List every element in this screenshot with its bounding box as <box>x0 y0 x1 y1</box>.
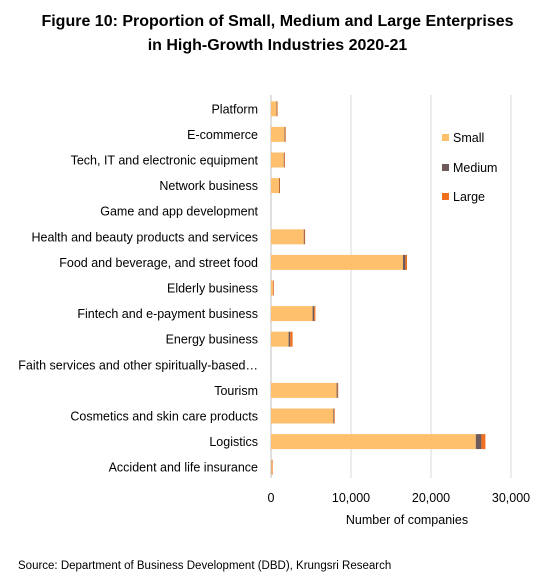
x-tick-labels: 0 10,000 20,000 30,000 <box>268 491 531 505</box>
legend-label-large: Large <box>453 190 485 204</box>
x-tick-label: 20,000 <box>412 491 450 505</box>
bar-segment-small <box>271 306 313 322</box>
bar-segment-large <box>277 101 278 117</box>
bar-segment-large <box>290 331 293 347</box>
category-label: Logistics <box>209 435 258 449</box>
chart-title-line-2: in High-Growth Industries 2020-21 <box>147 37 408 54</box>
bar-segment-small <box>271 126 285 142</box>
legend-swatch-small <box>442 134 449 141</box>
bar-segment-small <box>271 331 289 347</box>
bar-segment-medium <box>276 101 278 117</box>
bar-segment-small <box>271 280 273 296</box>
chart-title: Figure 10: Proportion of Small, Medium a… <box>0 10 555 58</box>
chart-title-line-1: Figure 10: Proportion of Small, Medium a… <box>41 13 514 30</box>
bar-segment-medium <box>284 126 286 142</box>
bar-segment-small <box>271 178 279 194</box>
bar-segment-small <box>271 434 476 450</box>
bar-segment-small <box>271 152 284 168</box>
x-tick-label: 10,000 <box>332 491 370 505</box>
bar-segment-large <box>279 178 280 194</box>
bar-segment-large <box>284 152 285 168</box>
bar-segment-large <box>271 459 273 475</box>
bar-segment-large <box>337 382 339 398</box>
bar-segment-large <box>334 408 335 424</box>
bar-segment-medium <box>336 382 338 398</box>
category-label: Network business <box>159 179 258 193</box>
category-label: Health and beauty products and services <box>31 230 258 244</box>
legend-label-medium: Medium <box>453 161 497 175</box>
bar-segment-large <box>285 126 286 142</box>
category-label: Tech, IT and electronic equipment <box>71 154 259 168</box>
bar-segment-small <box>271 459 272 475</box>
category-label: Game and app development <box>100 205 258 219</box>
category-label: Faith services and other spiritually-bas… <box>18 358 258 372</box>
bar-segment-small <box>271 254 403 270</box>
bar-segment-large <box>314 306 316 322</box>
source-note: Source: Department of Business Developme… <box>18 560 392 572</box>
bar-segment-small <box>271 382 337 398</box>
category-label: Cosmetics and skin care products <box>70 410 258 424</box>
category-label: Tourism <box>214 384 258 398</box>
bar-segment-medium <box>312 306 315 322</box>
category-label: Fintech and e-payment business <box>77 307 258 321</box>
x-tick-label: 30,000 <box>492 491 530 505</box>
legend-swatch-medium <box>442 164 449 171</box>
category-labels: Platform E-commerce Tech, IT and electroni… <box>18 102 258 474</box>
bar-segment-medium <box>403 254 406 270</box>
x-axis-label: Number of companies <box>346 513 468 527</box>
bar-segment-medium <box>283 152 285 168</box>
category-label: Elderly business <box>167 282 258 296</box>
bar-segment-medium <box>303 229 305 245</box>
category-label: E-commerce <box>187 128 258 142</box>
bar-segment-large <box>481 434 486 450</box>
bar-segment-small <box>271 408 334 424</box>
bar-segment-large <box>405 254 407 270</box>
bar-segment-medium <box>475 434 482 450</box>
bar-segment-large <box>304 229 306 245</box>
x-tick-label: 0 <box>268 491 275 505</box>
bars <box>271 101 486 475</box>
legend-label-small: Small <box>453 131 484 145</box>
legend: Small Medium Large <box>442 131 497 204</box>
bar-segment-small <box>271 101 277 117</box>
category-label: Food and beverage, and street food <box>59 256 258 270</box>
bar-segment-large <box>273 280 274 296</box>
bar-segment-medium <box>333 408 335 424</box>
category-label: Accident and life insurance <box>109 461 258 475</box>
bar-segment-medium <box>279 178 280 194</box>
bar-segment-small <box>271 229 304 245</box>
category-label: Energy business <box>166 333 258 347</box>
bar-segment-medium <box>288 331 291 347</box>
category-label: Platform <box>211 102 258 116</box>
legend-swatch-large <box>442 193 449 200</box>
